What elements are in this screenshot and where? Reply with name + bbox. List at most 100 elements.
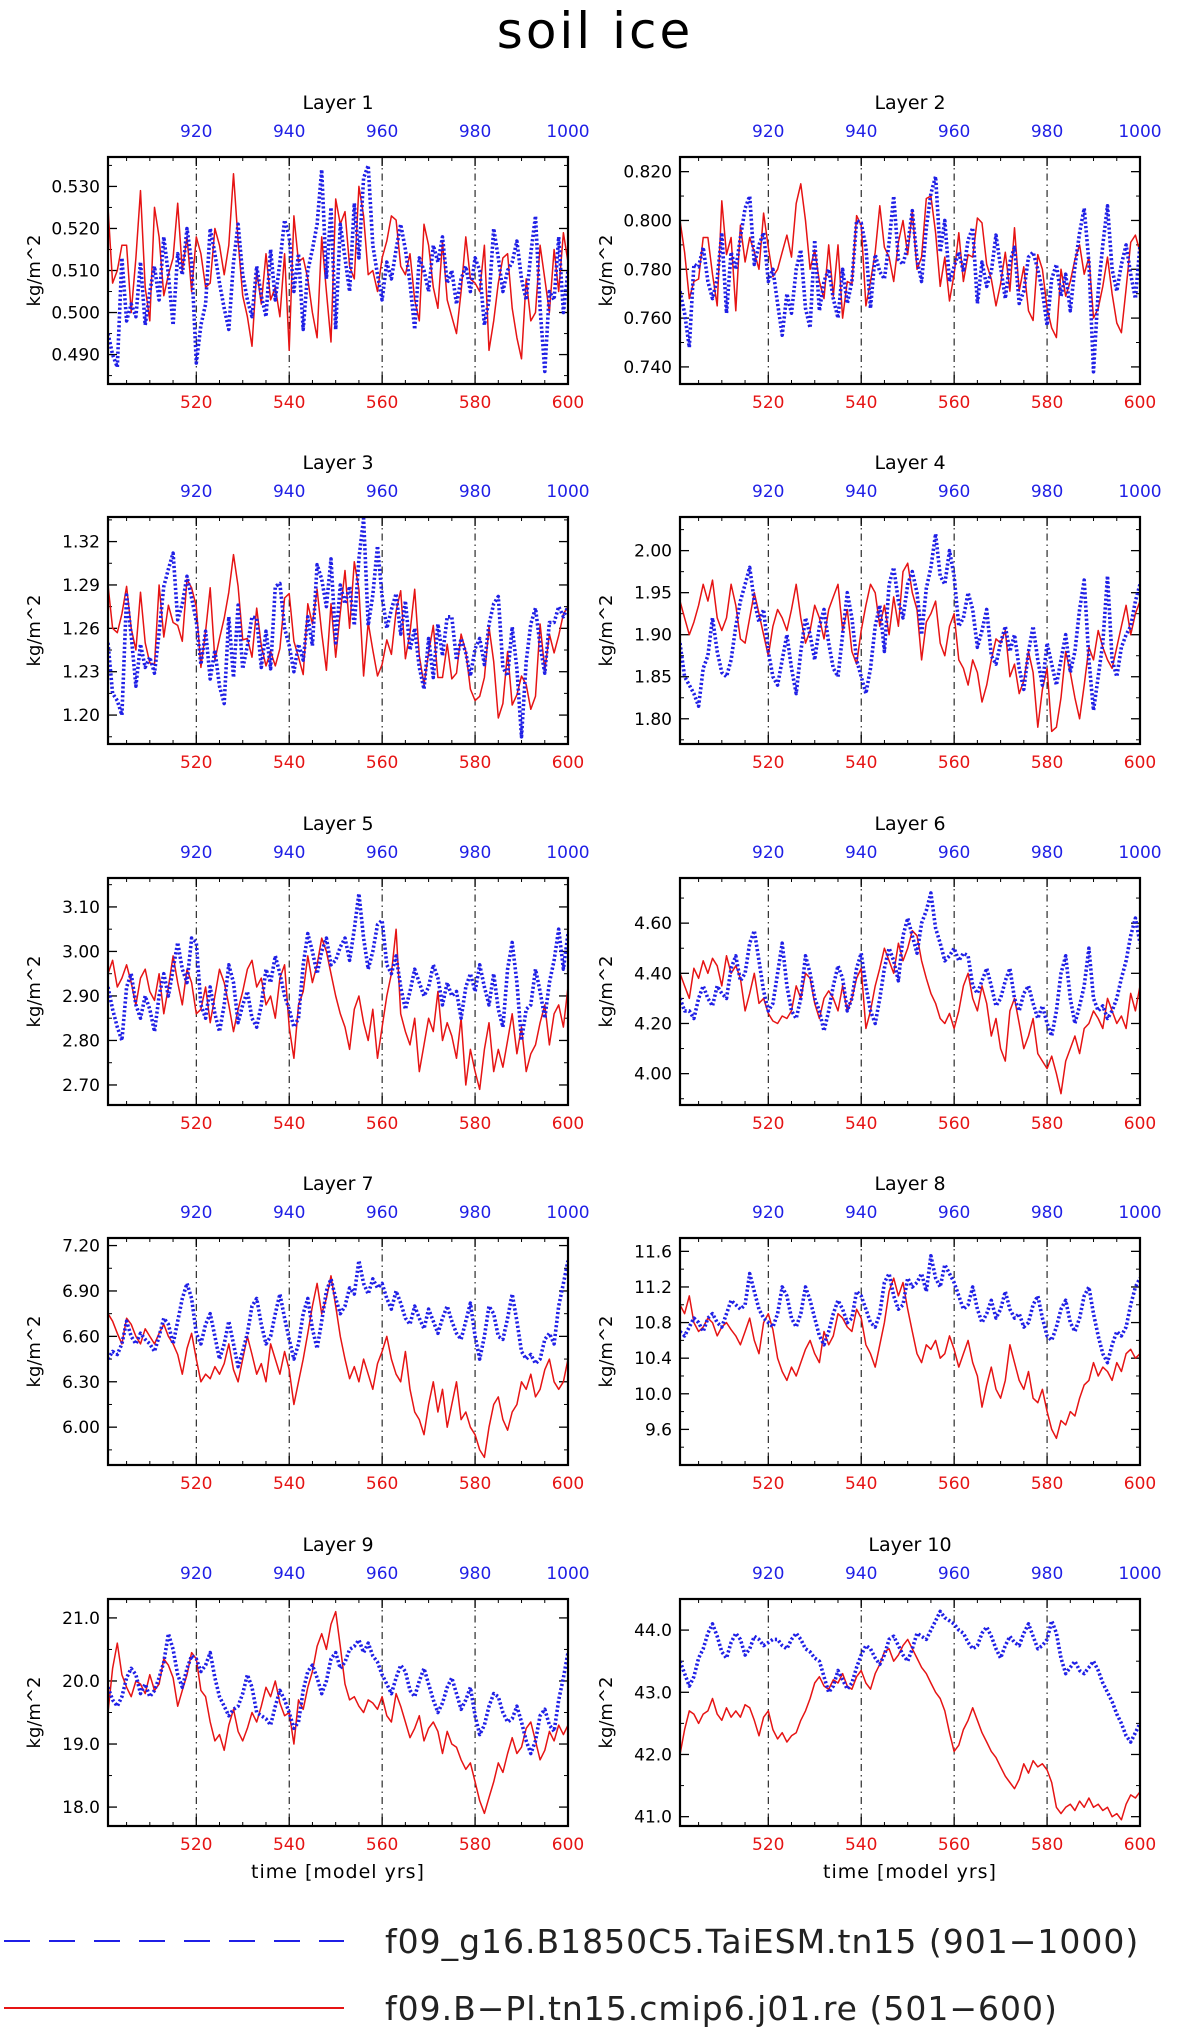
x-top-tick-label: 920 — [180, 843, 212, 863]
legend-label-blue: f09_g16.B1850C5.TaiESM.tn15 (901−1000) — [385, 1922, 1139, 1961]
x-bottom-tick-label: 580 — [459, 1114, 491, 1134]
x-top-tick-label: 980 — [1031, 843, 1063, 863]
x-top-tick-label: 940 — [845, 122, 877, 142]
y-axis-label: kg/m^2 — [596, 956, 617, 1028]
x-top-tick-label: 980 — [459, 1564, 491, 1584]
x-top-tick-label: 920 — [180, 1203, 212, 1223]
series-line-red — [108, 928, 568, 1091]
panel-layer-8: Layer 8 520 540 560 580 600 920 940 960 980 1000 9.… — [596, 1173, 1162, 1494]
y-tick-label: 4.60 — [634, 914, 672, 934]
x-bottom-tick-label: 600 — [1124, 753, 1156, 773]
y-tick-label: 10.4 — [634, 1349, 672, 1369]
x-top-tick-label: 920 — [752, 1203, 784, 1223]
x-top-tick-label: 1000 — [1118, 122, 1161, 142]
series-line-red — [680, 562, 1140, 733]
series-line-blue — [680, 174, 1140, 374]
x-bottom-tick-label: 540 — [273, 1474, 305, 1494]
series-line-blue — [680, 1609, 1140, 1744]
y-tick-label: 1.95 — [634, 584, 672, 604]
x-bottom-tick-label: 560 — [938, 1835, 970, 1855]
panel-title: Layer 1 — [302, 92, 373, 114]
x-top-tick-label: 940 — [273, 1564, 305, 1584]
panel-layer-7: Layer 7 520 540 560 580 600 920 940 960 980 1000 6.… — [24, 1173, 590, 1494]
y-tick-label: 2.00 — [634, 542, 672, 562]
x-axis-label: time [model yrs] — [251, 1861, 425, 1883]
y-tick-label: 6.30 — [62, 1373, 100, 1393]
panel-layer-6: Layer 6 520 540 560 580 600 920 940 960 980 1000 4.… — [596, 813, 1162, 1134]
x-bottom-tick-label: 600 — [1124, 1114, 1156, 1134]
y-axis-label: kg/m^2 — [596, 1677, 617, 1749]
y-tick-label: 0.760 — [623, 309, 672, 329]
x-bottom-tick-label: 600 — [552, 393, 584, 413]
x-bottom-tick-label: 600 — [552, 1474, 584, 1494]
x-top-tick-label: 960 — [938, 1564, 970, 1584]
y-tick-label: 0.520 — [51, 219, 100, 239]
x-bottom-tick-label: 560 — [366, 1835, 398, 1855]
x-top-tick-label: 920 — [180, 482, 212, 502]
y-tick-label: 2.70 — [62, 1076, 100, 1096]
x-bottom-tick-label: 540 — [273, 1114, 305, 1134]
x-bottom-tick-label: 520 — [752, 393, 784, 413]
x-top-tick-label: 1000 — [546, 122, 589, 142]
series-line-red — [108, 553, 568, 719]
y-tick-label: 44.0 — [634, 1621, 672, 1641]
x-top-tick-label: 1000 — [1118, 843, 1161, 863]
x-bottom-tick-label: 560 — [938, 753, 970, 773]
x-bottom-tick-label: 540 — [845, 393, 877, 413]
panel-frame — [678, 876, 1142, 1107]
x-bottom-tick-label: 520 — [180, 1474, 212, 1494]
x-bottom-tick-label: 580 — [459, 393, 491, 413]
y-tick-label: 0.820 — [623, 163, 672, 183]
y-tick-label: 1.20 — [62, 706, 100, 726]
x-top-tick-label: 1000 — [546, 1203, 589, 1223]
y-tick-label: 0.510 — [51, 262, 100, 282]
x-top-tick-label: 940 — [273, 482, 305, 502]
x-top-tick-label: 1000 — [546, 843, 589, 863]
x-top-tick-label: 960 — [366, 843, 398, 863]
x-top-tick-label: 940 — [273, 122, 305, 142]
x-bottom-tick-label: 540 — [845, 1114, 877, 1134]
x-top-tick-label: 960 — [938, 1203, 970, 1223]
y-axis-label: kg/m^2 — [24, 1316, 45, 1388]
y-axis-label: kg/m^2 — [24, 956, 45, 1028]
y-tick-label: 1.26 — [62, 619, 100, 639]
x-top-tick-label: 1000 — [546, 482, 589, 502]
y-tick-label: 11.6 — [634, 1242, 672, 1262]
x-top-tick-label: 920 — [752, 843, 784, 863]
panel-frame — [106, 515, 570, 746]
x-top-tick-label: 940 — [845, 1203, 877, 1223]
x-bottom-tick-label: 600 — [552, 753, 584, 773]
x-top-tick-label: 1000 — [1118, 1564, 1161, 1584]
x-bottom-tick-label: 520 — [752, 1474, 784, 1494]
x-bottom-tick-label: 520 — [752, 753, 784, 773]
y-tick-label: 3.10 — [62, 898, 100, 918]
series-line-blue — [108, 891, 568, 1043]
x-bottom-tick-label: 520 — [752, 1114, 784, 1134]
x-top-tick-label: 960 — [366, 122, 398, 142]
y-axis-label: kg/m^2 — [596, 1316, 617, 1388]
x-top-tick-label: 980 — [1031, 1203, 1063, 1223]
x-axis-label: time [model yrs] — [823, 1861, 997, 1883]
x-top-tick-label: 920 — [180, 122, 212, 142]
y-tick-label: 19.0 — [62, 1735, 100, 1755]
series-line-blue — [680, 1254, 1140, 1365]
series-line-red — [680, 929, 1140, 1095]
y-tick-label: 0.740 — [623, 358, 672, 378]
y-axis-label: kg/m^2 — [24, 1677, 45, 1749]
panel-title: Layer 3 — [302, 452, 373, 474]
y-tick-label: 2.80 — [62, 1031, 100, 1051]
y-tick-label: 1.23 — [62, 663, 100, 683]
x-bottom-tick-label: 580 — [459, 1474, 491, 1494]
x-bottom-tick-label: 540 — [845, 1474, 877, 1494]
x-bottom-tick-label: 580 — [459, 1835, 491, 1855]
series-line-blue — [108, 163, 568, 374]
panel-frame — [106, 1236, 570, 1467]
y-tick-label: 4.40 — [634, 964, 672, 984]
x-bottom-tick-label: 520 — [752, 1835, 784, 1855]
series-line-blue — [108, 517, 568, 739]
y-tick-label: 1.29 — [62, 576, 100, 596]
panel-layer-9: Layer 9 520 540 560 580 600 920 940 960 980 1000 18… — [24, 1534, 590, 1883]
x-bottom-tick-label: 600 — [552, 1114, 584, 1134]
x-top-tick-label: 980 — [1031, 1564, 1063, 1584]
x-bottom-tick-label: 540 — [845, 1835, 877, 1855]
